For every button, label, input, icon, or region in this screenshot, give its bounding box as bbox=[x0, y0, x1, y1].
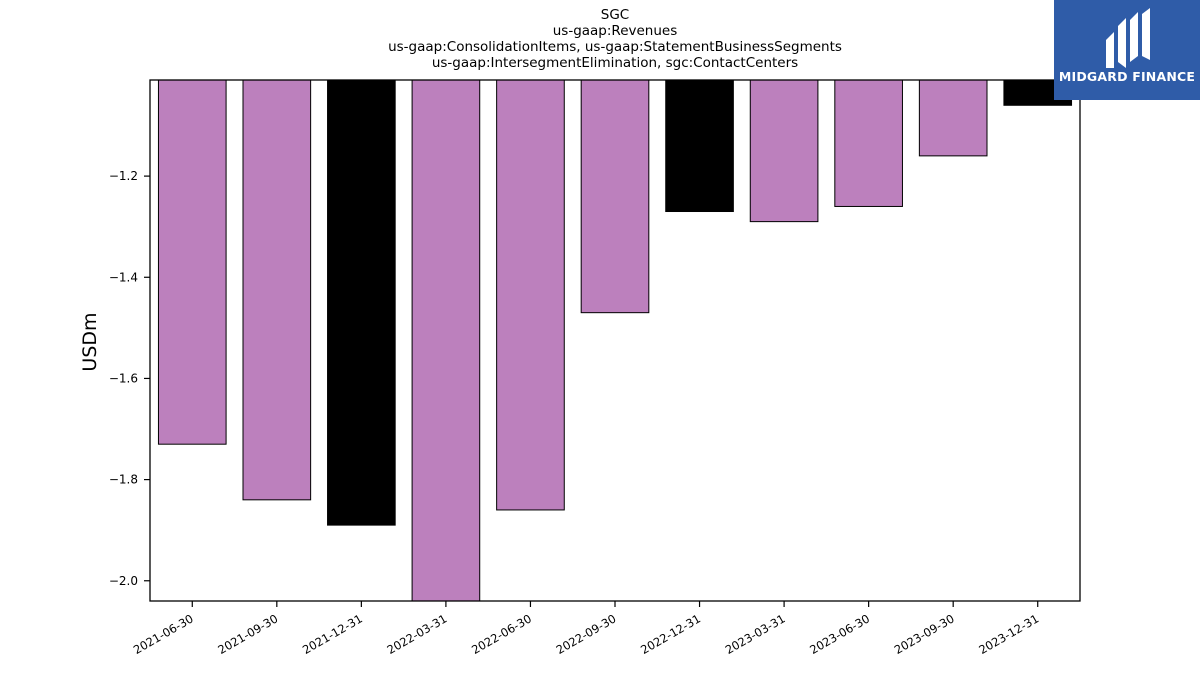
bar-2022-06-30 bbox=[496, 79, 565, 511]
y-axis-label: USDm bbox=[79, 312, 101, 371]
bars-layer bbox=[157, 79, 1073, 602]
x-tick-label: 2021-06-30 bbox=[131, 611, 196, 657]
logo-mark-icon bbox=[1106, 8, 1150, 68]
y-tick-label: −1.6 bbox=[109, 371, 138, 385]
x-tick-label: 2023-12-31 bbox=[976, 611, 1041, 657]
bar-2023-06-30 bbox=[834, 79, 903, 207]
bar-2021-09-30 bbox=[242, 79, 312, 501]
chart-title-line-4: us-gaap:IntersegmentElimination, sgc:Con… bbox=[431, 55, 799, 71]
bar-2023-03-31 bbox=[749, 79, 819, 223]
x-tick-label: 2023-03-31 bbox=[723, 611, 788, 657]
bar-2021-06-30 bbox=[157, 79, 227, 445]
y-tick-label: −1.2 bbox=[109, 169, 138, 183]
x-tick-label: 2021-09-30 bbox=[215, 611, 280, 657]
chart-title-line-1: SGC bbox=[600, 7, 630, 23]
midgard-finance-logo: MIDGARD FINANCE bbox=[1054, 0, 1200, 100]
y-tick-label: −2.0 bbox=[109, 574, 138, 588]
bar-2022-12-31 bbox=[665, 79, 734, 213]
x-tick-label: 2022-12-31 bbox=[638, 611, 703, 657]
bar-2021-12-31 bbox=[327, 79, 396, 526]
bar-2022-03-31 bbox=[411, 79, 481, 602]
x-tick-label: 2022-03-31 bbox=[385, 611, 450, 657]
x-tick-label: 2022-09-30 bbox=[554, 611, 619, 657]
x-tick-label: 2022-06-30 bbox=[469, 611, 534, 657]
chart-title-line-2: us-gaap:Revenues bbox=[552, 23, 678, 39]
chart-title-line-3: us-gaap:ConsolidationItems, us-gaap:Stat… bbox=[388, 39, 842, 55]
logo-text: MIDGARD FINANCE bbox=[1058, 69, 1196, 84]
bar-2023-09-30 bbox=[918, 79, 988, 157]
x-tick-label: 2023-09-30 bbox=[892, 611, 957, 657]
y-tick-label: −1.8 bbox=[109, 473, 138, 487]
chart-title: SGC us-gaap:Revenues us-gaap:Consolidati… bbox=[150, 7, 1080, 71]
bar-2022-09-30 bbox=[580, 79, 650, 314]
y-tick-label: −1.4 bbox=[109, 270, 138, 284]
x-tick-label: 2023-06-30 bbox=[807, 611, 872, 657]
x-tick-label: 2021-12-31 bbox=[300, 611, 365, 657]
